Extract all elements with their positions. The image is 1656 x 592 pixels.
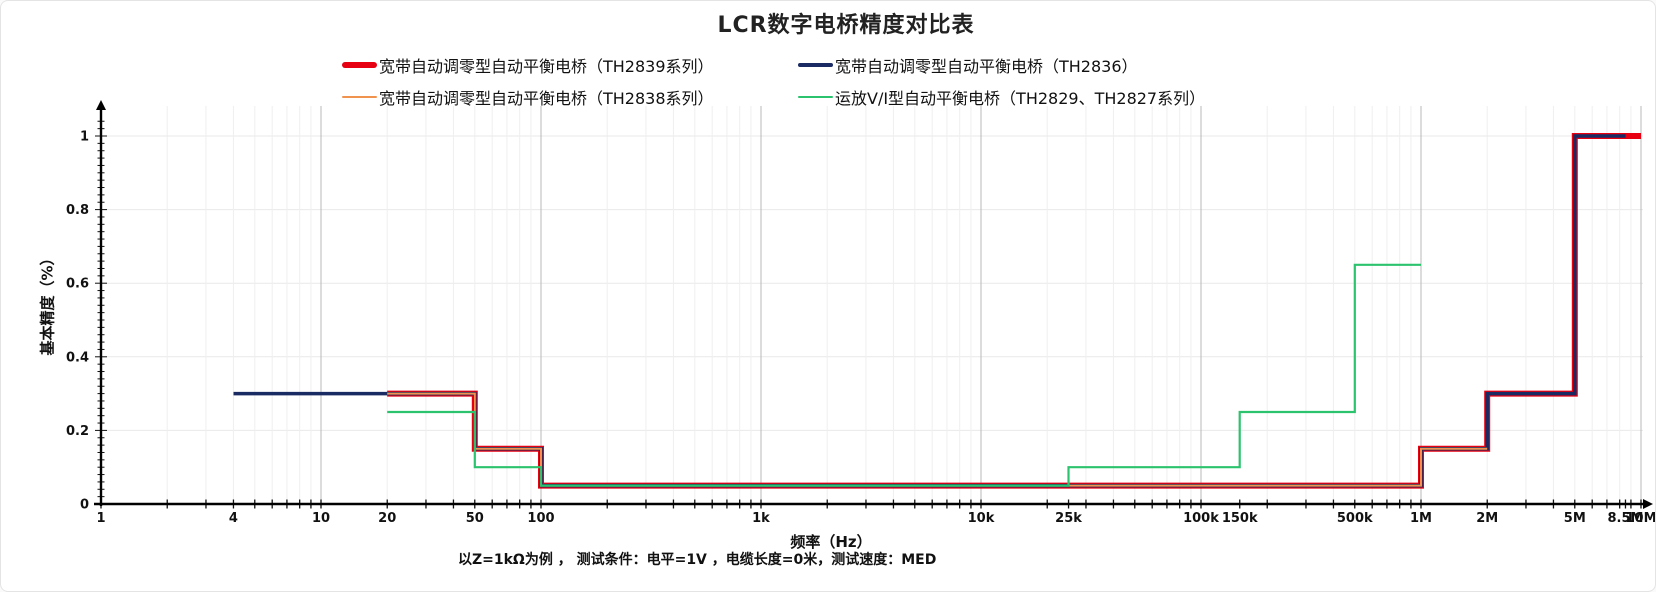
x-axis-title: 频率（Hz） — [790, 533, 872, 551]
y-tick-label: 0.4 — [66, 350, 89, 365]
legend-line-swatch-th2836 — [798, 63, 833, 67]
legend-item-th2829: 运放V/I型自动平衡电桥（TH2829、TH2827系列） — [798, 85, 1205, 109]
legend-item-th2838: 宽带自动调零型自动平衡电桥（TH2838系列） — [342, 85, 798, 109]
x-tick-label: 2M — [1476, 511, 1498, 526]
y-tick-label: 0 — [80, 498, 89, 513]
legend-line-swatch-th2838 — [342, 96, 377, 98]
x-tick-label: 1k — [752, 511, 770, 526]
legend-label-th2838: 宽带自动调零型自动平衡电桥（TH2838系列） — [379, 89, 714, 108]
legend-item-th2839: 宽带自动调零型自动平衡电桥（TH2839系列） — [342, 53, 798, 77]
legend-label-th2839: 宽带自动调零型自动平衡电桥（TH2839系列） — [379, 57, 714, 76]
chart-legend: 宽带自动调零型自动平衡电桥（TH2839系列） 宽带自动调零型自动平衡电桥（TH… — [342, 53, 1205, 109]
axes — [94, 100, 1653, 509]
x-tick-label: 1 — [96, 511, 105, 526]
y-tick-label: 0.6 — [66, 277, 89, 292]
y-tick-labels: 0 0.2 0.4 0.6 0.8 1 — [66, 130, 89, 513]
x-tick-label: 10M — [1625, 511, 1656, 526]
y-tick-label: 0.8 — [66, 203, 89, 218]
series-lines — [233, 133, 1641, 489]
x-gridlines — [166, 106, 1642, 504]
legend-item-th2836: 宽带自动调零型自动平衡电桥（TH2836） — [798, 53, 1205, 77]
x-tick-label: 50 — [466, 511, 484, 526]
x-tick-label: 100k — [1183, 511, 1219, 526]
x-tick-label: 100 — [527, 511, 554, 526]
x-tick-label: 20 — [378, 511, 396, 526]
y-tick-label: 0.2 — [66, 424, 89, 439]
legend-label-th2836: 宽带自动调零型自动平衡电桥（TH2836） — [835, 57, 1138, 76]
series-line-3 — [387, 263, 1421, 487]
x-axis-arrow-icon — [1643, 499, 1653, 509]
x-tick-label: 10k — [968, 511, 995, 526]
legend-label-th2829: 运放V/I型自动平衡电桥（TH2829、TH2827系列） — [835, 89, 1206, 108]
series-line-0 — [387, 133, 1641, 489]
x-tick-label: 8.5M — [1607, 511, 1643, 526]
y-gridlines — [101, 135, 1643, 431]
x-tick-label: 5M — [1564, 511, 1586, 526]
legend-line-swatch-th2839 — [342, 62, 377, 68]
test-conditions-note: 以Z=1kΩ为例 ， 测试条件：电平=1V ，电缆长度=0米，测试速度：MED — [458, 552, 937, 568]
x-tick-label: 10 — [312, 511, 330, 526]
x-tick-label: 4 — [229, 511, 238, 526]
x-tick-label: 500k — [1337, 511, 1373, 526]
x-tick-label: 1M — [1410, 511, 1432, 526]
x-tick-label: 25k — [1055, 511, 1082, 526]
y-axis-title: 基本精度（%） — [38, 250, 57, 356]
series-line-1 — [233, 134, 1626, 488]
x-tick-label: 150k — [1222, 511, 1258, 526]
legend-line-swatch-th2829 — [798, 95, 833, 99]
y-tick-label: 1 — [80, 130, 89, 145]
y-axis-arrow-icon — [96, 100, 106, 110]
chart-title: LCR数字电桥精度对比表 — [717, 13, 975, 38]
series-line-2 — [387, 392, 1488, 487]
x-tick-labels: 1 4 10 20 50 100 1k 10k 25k 100k 150k 500k 1M 2M 5M 8.5… — [96, 511, 1656, 526]
